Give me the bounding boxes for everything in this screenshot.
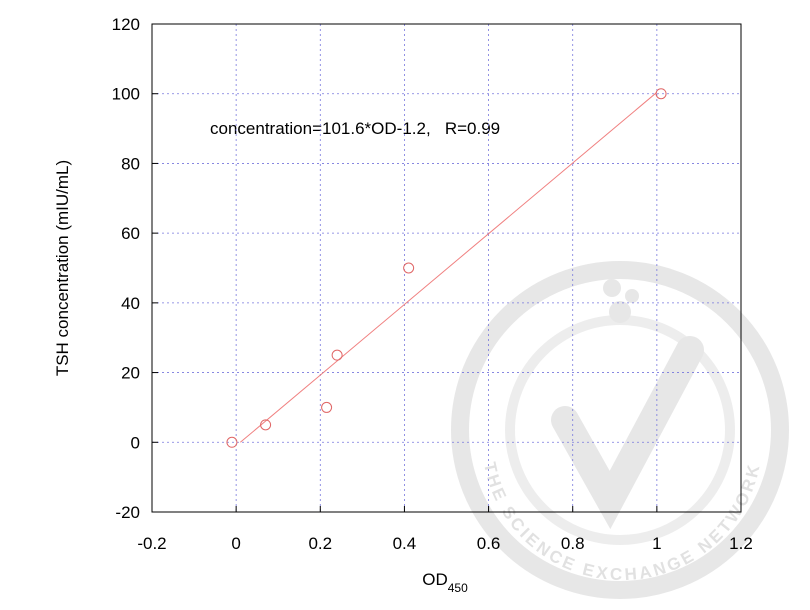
watermark-dot — [603, 279, 621, 297]
y-tick-label: 100 — [112, 85, 140, 104]
x-tick-label: 0.4 — [393, 534, 417, 553]
plot-frame — [151, 23, 742, 513]
y-tick-label: -20 — [115, 503, 140, 522]
point — [403, 262, 415, 274]
point — [655, 88, 667, 100]
x-axis-label-sub: 450 — [448, 581, 468, 595]
x-tick-label: 0.6 — [477, 534, 501, 553]
watermark-dot — [609, 301, 631, 323]
watermark-ring — [451, 261, 789, 599]
x-tick-label: 1 — [652, 534, 661, 553]
y-tick-label: 80 — [121, 154, 140, 173]
watermark-check — [551, 336, 704, 530]
point — [321, 401, 333, 413]
point — [331, 349, 343, 361]
y-tick-label: 40 — [121, 294, 140, 313]
x-tick-label: 0.8 — [561, 534, 585, 553]
x-tick-label: -0.2 — [137, 534, 166, 553]
y-tick-label: 60 — [121, 224, 140, 243]
y-tick-label: 20 — [121, 364, 140, 383]
fit-line — [240, 91, 658, 443]
x-axis-label: OD450 — [422, 570, 468, 595]
x-axis-label-main: OD — [422, 570, 448, 589]
y-axis-label: TSH concentration (mIU/mL) — [53, 160, 72, 376]
x-tick-label: 0.2 — [308, 534, 332, 553]
annotation: concentration=101.6*OD-1.2, R=0.99 — [210, 119, 500, 138]
point — [260, 419, 272, 431]
y-tick-label: 0 — [131, 433, 140, 452]
y-tick-label: 120 — [112, 15, 140, 34]
x-tick-label: 1.2 — [729, 534, 753, 553]
watermark-ring — [505, 315, 735, 545]
x-tick-label: 0 — [231, 534, 240, 553]
point — [226, 436, 238, 448]
watermark-dot — [625, 289, 639, 303]
